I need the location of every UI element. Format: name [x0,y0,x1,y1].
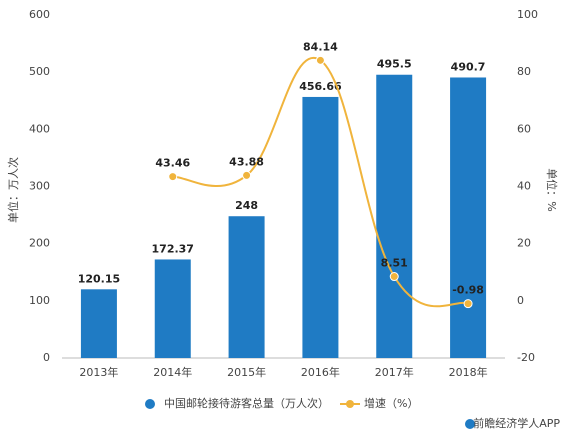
value-label: 8.51 [381,257,408,270]
bar [376,74,413,358]
legend-marker [145,399,155,409]
value-label: 248 [235,199,258,212]
legend-label: 增速（%） [364,396,418,410]
y2-tick-label: 20 [517,237,531,250]
source: 前瞻经济学人APP [473,416,560,430]
x-tick-label: 2014年 [153,365,192,379]
bar [228,216,265,358]
value-label: 43.46 [155,157,190,170]
legend-label: 中国邮轮接待游客总量（万人次） [164,396,329,410]
x-tick-label: 2018年 [449,365,488,379]
value-label: 120.15 [78,272,120,285]
value-label: 456.66 [299,80,342,93]
y-tick-label: 500 [29,65,50,78]
line-point [315,55,325,65]
x-tick-label: 2015年 [227,365,266,379]
bar [80,289,117,358]
y2-axis-label: 单位：% [545,168,559,211]
y-axis-label: 单位：万人次 [6,157,20,223]
line-point [168,172,178,182]
value-label: 84.14 [303,40,338,53]
value-label: 490.7 [451,60,486,73]
value-label: -0.98 [452,284,484,297]
bar [302,96,339,359]
source-icon [465,419,475,429]
bar [450,77,487,359]
y-tick-label: 0 [43,351,50,364]
value-label: 43.88 [229,155,264,168]
y-tick-label: 200 [29,237,50,250]
line-point [242,170,252,180]
x-tick-label: 2017年 [375,365,414,379]
value-label: 172.37 [152,242,194,255]
line-point [389,272,399,282]
y-tick-label: 600 [29,8,50,21]
y-tick-label: 300 [29,180,50,193]
y2-tick-label: 100 [517,8,538,21]
x-tick-label: 2013年 [79,365,118,379]
legend-marker [346,400,354,408]
y2-tick-label: 60 [517,122,531,135]
y2-tick-label: 80 [517,65,531,78]
y2-tick-label: -20 [517,351,535,364]
y-tick-label: 400 [29,122,50,135]
y2-tick-label: 40 [517,180,531,193]
y-tick-label: 100 [29,294,50,307]
x-tick-label: 2016年 [301,365,340,379]
bar [154,259,191,358]
value-label: 495.5 [377,58,412,71]
y2-tick-label: 0 [517,294,524,307]
line-point [463,299,473,309]
